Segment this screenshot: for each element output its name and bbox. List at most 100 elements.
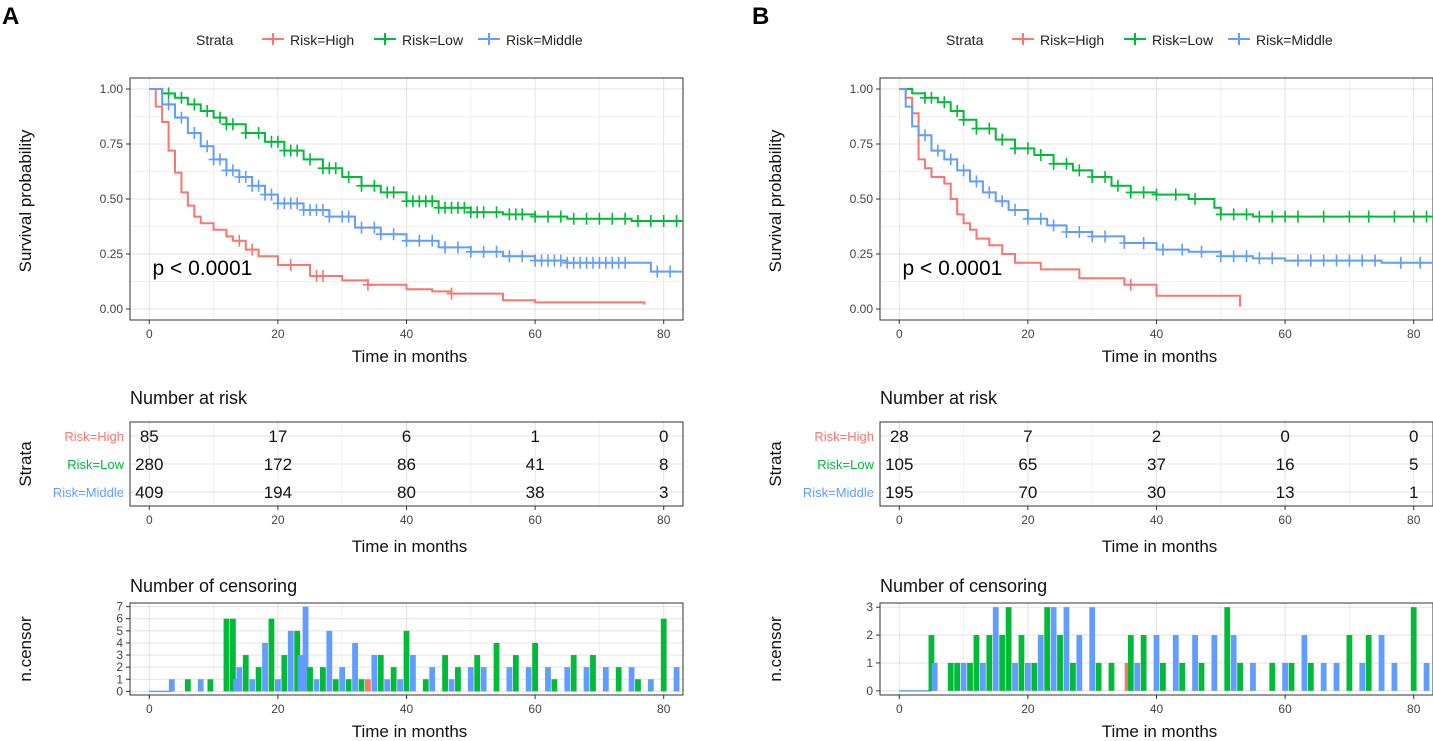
censor-bar-middle (1333, 662, 1340, 691)
censor-mark (1215, 250, 1226, 263)
x-axis-title: Time in months (352, 347, 468, 366)
risk-count: 80 (397, 483, 416, 502)
censor-mark (1170, 188, 1181, 201)
censor-bar-low (1224, 607, 1231, 691)
censor-bar-low (229, 618, 236, 692)
censor-bar-low (184, 679, 191, 692)
risk-count: 30 (1147, 483, 1166, 502)
censor-mark (1292, 254, 1303, 267)
panel-letter: A (2, 3, 19, 30)
x-tick-label: 20 (1021, 513, 1035, 527)
censor-bar-middle (1301, 635, 1308, 691)
censor-bar-low (986, 635, 993, 691)
y-tick-label: 0.25 (100, 247, 124, 261)
censor-bar-low (455, 667, 461, 692)
censor-bar-middle (168, 679, 175, 692)
censor-mark (997, 133, 1008, 146)
x-tick-label: 0 (896, 327, 903, 341)
risk-count: 1 (530, 427, 539, 446)
censor-bar-low (973, 635, 980, 691)
censor-bar-middle (1320, 662, 1327, 691)
legend-label-high: Risk=High (1040, 32, 1104, 48)
censor-mark (215, 153, 226, 166)
y-tick-label: 0.00 (100, 302, 124, 316)
censor-mark (1267, 252, 1278, 265)
censor-mark (317, 204, 328, 216)
censor-mark (530, 210, 541, 223)
censor-bar-low (1365, 635, 1372, 691)
censor-mark (1280, 210, 1291, 223)
censor-bar-low (1018, 635, 1025, 691)
censor-bar-low (390, 667, 397, 692)
x-axis-title: Time in months (1102, 537, 1218, 556)
censor-bar-high (365, 679, 371, 692)
risk-count: 38 (526, 483, 545, 502)
strata-label-middle: Risk=Middle (53, 485, 124, 500)
censor-bar-low (1269, 662, 1276, 691)
censor-bar-low (1070, 662, 1076, 691)
censor-mark (1112, 179, 1123, 192)
censor-mark (427, 234, 438, 247)
censor-mark (1292, 210, 1303, 223)
censor-bar-middle (397, 679, 403, 692)
censor-bar-low (307, 667, 313, 692)
censor-mark (253, 127, 264, 139)
risk-count: 0 (659, 427, 668, 446)
x-tick-label: 40 (1150, 702, 1164, 716)
censor-mark (1421, 210, 1432, 223)
censor-mark (632, 215, 643, 227)
risk-count: 2 (1152, 427, 1161, 446)
censor-bar-low (590, 655, 596, 692)
censor-mark (388, 228, 399, 241)
censor-bar-low (294, 630, 301, 692)
censor-mark (369, 179, 380, 192)
censor-bar-low (1127, 635, 1134, 691)
censor-bar-low (474, 655, 481, 692)
y-axis-title: Survival probability (766, 129, 785, 272)
censor-mark (1177, 243, 1188, 256)
censor-mark (581, 212, 592, 225)
censor-mark (1100, 171, 1111, 183)
censor-bar-middle (931, 662, 938, 691)
x-tick-label: 80 (657, 327, 671, 341)
p-value: p < 0.0001 (903, 257, 1003, 280)
censor-mark (478, 245, 489, 258)
censor-mark (1087, 171, 1098, 183)
legend: Strata Risk=High Risk=Low Risk=Middle (946, 32, 1333, 48)
censor-mark (1151, 188, 1162, 201)
censor-mark (330, 162, 341, 175)
censor-bar-middle (236, 667, 243, 692)
censor-bar-low (1410, 607, 1417, 691)
censor-bar-middle (602, 667, 609, 692)
x-tick-label: 60 (1278, 513, 1292, 527)
censor-mark (1125, 186, 1136, 199)
y-tick-label: 4 (116, 636, 123, 650)
x-tick-label: 0 (146, 513, 153, 527)
censor-bar-middle (1172, 635, 1179, 691)
censor-bar-low (1346, 635, 1353, 691)
risk-count: 37 (1147, 455, 1166, 474)
risk-count: 5 (1409, 455, 1418, 474)
censor-mark (1010, 204, 1021, 216)
censor-mark (1389, 210, 1400, 223)
risk-table: Number at risk Risk=High 85 17 6 1 0 Risk=Low 28… (16, 388, 684, 556)
censor-mark (1344, 210, 1355, 223)
censor-bar-middle (275, 679, 281, 692)
censor-mark (1138, 237, 1149, 249)
censor-mark (594, 212, 605, 225)
y-axis-title: Strata (766, 441, 785, 487)
censor-bar-middle (233, 679, 239, 692)
x-tick-label: 40 (400, 513, 414, 527)
censor-mark (240, 171, 251, 183)
censor-mark (343, 210, 354, 223)
censor-mark (517, 250, 528, 263)
censor-bar-low (551, 679, 558, 692)
censor-bar-low (1095, 662, 1102, 691)
censor-bar-low (1179, 662, 1186, 691)
censor-mark (945, 153, 956, 166)
y-tick-label: 1.00 (850, 82, 874, 96)
censor-mark (926, 91, 937, 104)
censor-mark (440, 241, 451, 254)
risk-count: 0 (1280, 427, 1289, 446)
y-axis-title: Survival probability (16, 129, 35, 272)
